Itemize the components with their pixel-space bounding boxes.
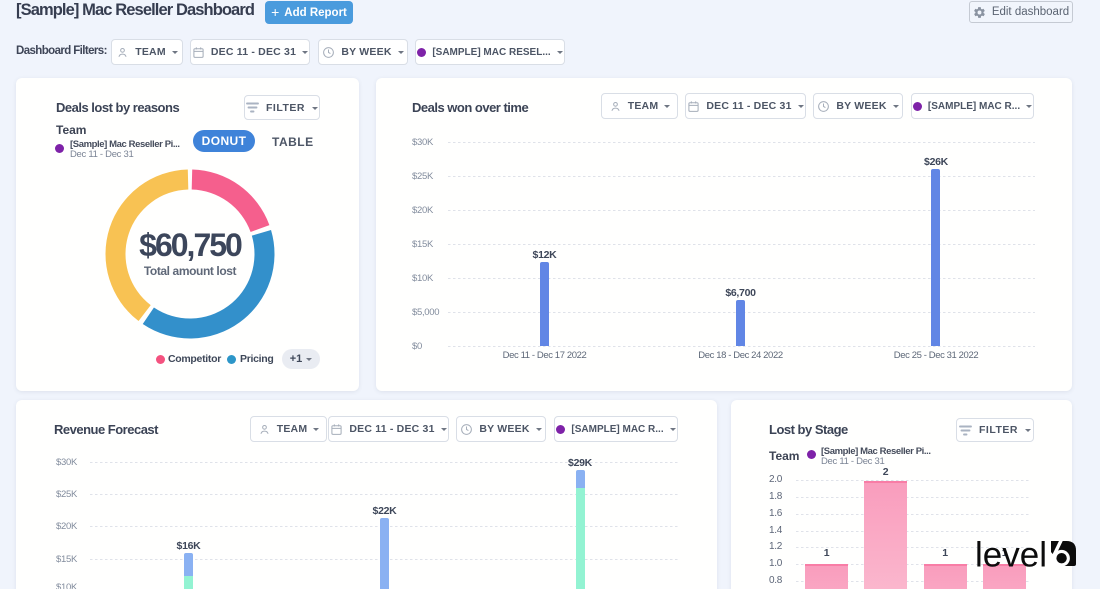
svg-text:level: level	[975, 536, 1047, 575]
